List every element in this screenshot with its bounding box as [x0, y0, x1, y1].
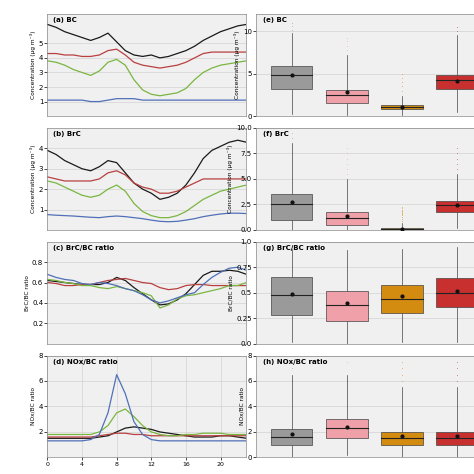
- Y-axis label: BrC/BC ratio: BrC/BC ratio: [228, 275, 233, 310]
- Text: (h) NOx/BC ratio: (h) NOx/BC ratio: [263, 358, 328, 365]
- Bar: [437, 201, 474, 211]
- Y-axis label: Concentration (μg m⁻³): Concentration (μg m⁻³): [227, 145, 233, 213]
- Bar: [326, 211, 367, 225]
- Bar: [326, 90, 367, 103]
- Bar: [437, 432, 474, 445]
- Bar: [271, 429, 312, 445]
- Bar: [326, 291, 367, 321]
- Bar: [271, 277, 312, 315]
- Text: (g) BrC/BC ratio: (g) BrC/BC ratio: [263, 245, 325, 251]
- Y-axis label: Concentration (μg m⁻³): Concentration (μg m⁻³): [30, 145, 36, 213]
- Bar: [437, 75, 474, 89]
- Y-axis label: Concentration (μg m⁻³): Concentration (μg m⁻³): [234, 31, 240, 100]
- Bar: [382, 432, 423, 445]
- Text: (f) BrC: (f) BrC: [263, 131, 289, 137]
- Y-axis label: NOx/BC ratio: NOx/BC ratio: [31, 387, 36, 426]
- Bar: [382, 284, 423, 313]
- Bar: [271, 66, 312, 89]
- Bar: [326, 419, 367, 438]
- Text: (d) NOx/BC ratio: (d) NOx/BC ratio: [54, 358, 118, 365]
- Text: (e) BC: (e) BC: [263, 17, 287, 23]
- Text: (b) BrC: (b) BrC: [54, 131, 81, 137]
- Y-axis label: BrC/BC ratio: BrC/BC ratio: [24, 275, 29, 310]
- Y-axis label: NOx/BC ratio: NOx/BC ratio: [239, 387, 245, 426]
- Text: (a) BC: (a) BC: [54, 17, 77, 23]
- Text: (c) BrC/BC ratio: (c) BrC/BC ratio: [54, 245, 114, 251]
- Bar: [437, 278, 474, 307]
- Y-axis label: Concentration (μg m⁻³): Concentration (μg m⁻³): [30, 31, 36, 100]
- Bar: [271, 194, 312, 220]
- Bar: [382, 105, 423, 109]
- Bar: [382, 228, 423, 229]
